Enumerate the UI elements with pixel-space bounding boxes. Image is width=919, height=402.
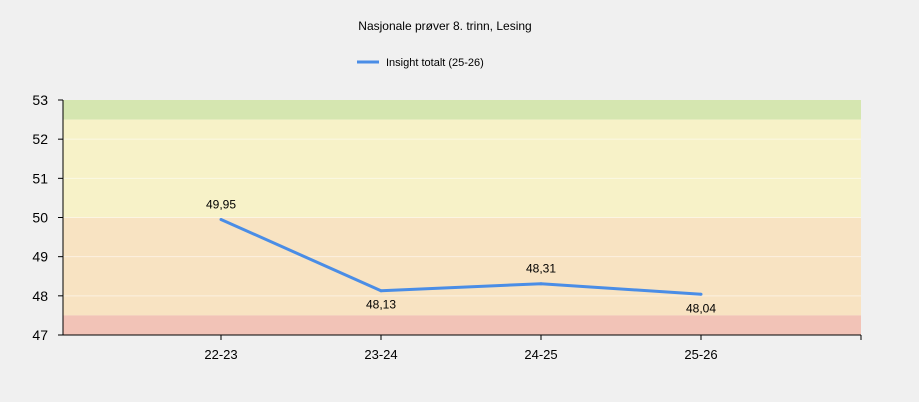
data-label: 48,04 xyxy=(686,301,716,315)
y-tick-label: 48 xyxy=(32,288,48,304)
gridlines xyxy=(63,138,861,297)
y-tick-label: 50 xyxy=(32,210,48,226)
data-label: 48,31 xyxy=(526,262,556,276)
x-tick-label: 24-25 xyxy=(524,347,557,362)
x-tick-label: 23-24 xyxy=(364,347,397,362)
legend-label: Insight totalt (25-26) xyxy=(386,57,484,69)
chart-title: Nasjonale prøver 8. trinn, Lesing xyxy=(358,19,531,33)
data-label: 49,95 xyxy=(206,197,236,211)
band-2 xyxy=(63,217,861,316)
y-tick-label: 47 xyxy=(32,327,48,343)
data-labels-group: 49,95 48,13 48,31 48,04 xyxy=(206,197,716,315)
series-group xyxy=(219,217,703,296)
x-tick-label: 22-23 xyxy=(204,347,237,362)
data-label: 48,13 xyxy=(366,298,396,312)
y-tick-label: 49 xyxy=(32,249,48,265)
data-point xyxy=(539,282,543,286)
data-point xyxy=(379,289,383,293)
data-point xyxy=(219,217,223,221)
y-tick-label: 53 xyxy=(32,92,48,108)
chart-legend: Insight totalt (25-26) xyxy=(357,57,484,69)
x-axis-ticks: 22-23 23-24 24-25 25-26 xyxy=(204,335,718,362)
y-axis-ticks: 53 52 51 50 49 48 47 xyxy=(32,92,63,343)
background-bands xyxy=(63,100,861,335)
band-1 xyxy=(63,119,861,218)
y-tick-label: 52 xyxy=(32,131,48,147)
band-3 xyxy=(63,315,861,335)
x-tick-label: 25-26 xyxy=(684,347,717,362)
data-point xyxy=(699,292,703,296)
band-0 xyxy=(63,100,861,120)
y-tick-label: 51 xyxy=(32,170,48,186)
series-line xyxy=(220,218,702,296)
